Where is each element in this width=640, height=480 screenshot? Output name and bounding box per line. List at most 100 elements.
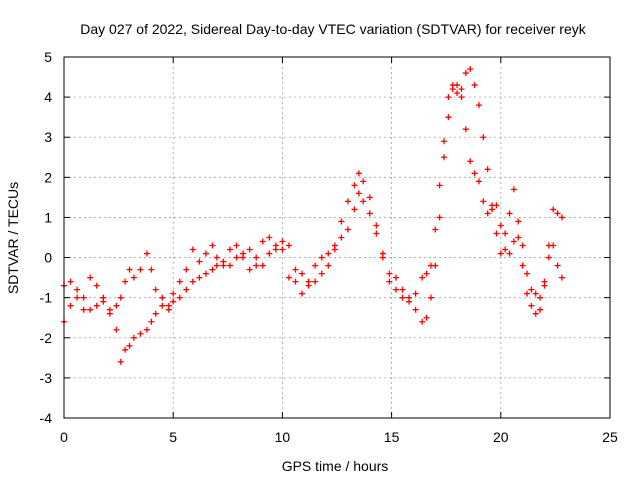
data-point [299, 290, 306, 297]
chart-title: Day 027 of 2022, Sidereal Day-to-day VTE… [80, 21, 586, 37]
data-point [510, 238, 517, 245]
data-point [176, 278, 183, 285]
data-point [126, 266, 133, 273]
data-point [159, 294, 166, 301]
data-point [454, 90, 461, 97]
data-point [360, 198, 367, 205]
data-point [541, 282, 548, 289]
y-tick-label: -1 [40, 290, 53, 306]
x-tick-label: 5 [169, 429, 177, 445]
data-point [484, 166, 491, 173]
data-point [399, 294, 406, 301]
data-point [100, 294, 107, 301]
data-point [471, 170, 478, 177]
data-point [279, 238, 286, 245]
data-point [312, 262, 319, 269]
data-point [233, 242, 240, 249]
data-point [379, 254, 386, 261]
data-point [366, 194, 373, 201]
data-point [80, 306, 87, 313]
data-point [299, 270, 306, 277]
y-tick-label: -3 [40, 370, 53, 386]
data-point [126, 342, 133, 349]
data-point [386, 270, 393, 277]
data-point [445, 114, 452, 121]
data-point [209, 266, 216, 273]
data-point [449, 82, 456, 89]
data-point [458, 94, 465, 101]
data-point [423, 270, 430, 277]
data-point [259, 238, 266, 245]
data-point [165, 302, 172, 309]
data-point [67, 278, 74, 285]
data-point [441, 138, 448, 145]
y-tick-label: -4 [40, 410, 53, 426]
data-point [537, 294, 544, 301]
data-point [285, 274, 292, 281]
data-point [183, 286, 190, 293]
data-point [532, 290, 539, 297]
data-point [554, 210, 561, 217]
data-point [292, 278, 299, 285]
data-point [74, 294, 81, 301]
plot-frame [63, 56, 611, 419]
data-point [419, 274, 426, 281]
data-point [558, 274, 565, 281]
data-point [202, 270, 209, 277]
data-point [558, 214, 565, 221]
data-point [497, 250, 504, 257]
data-point [318, 270, 325, 277]
data-point [550, 242, 557, 249]
data-point [355, 170, 362, 177]
data-point [117, 358, 124, 365]
data-point [148, 266, 155, 273]
data-point [240, 254, 247, 261]
data-point [406, 294, 413, 301]
data-point [515, 234, 522, 241]
x-tick-label: 0 [60, 429, 68, 445]
data-point [246, 246, 253, 253]
data-point [130, 274, 137, 281]
data-point [253, 262, 260, 269]
data-point [524, 270, 531, 277]
data-point [545, 254, 552, 261]
data-point [502, 246, 509, 253]
data-point [189, 246, 196, 253]
data-point [419, 318, 426, 325]
data-point [130, 334, 137, 341]
data-point [506, 210, 513, 217]
data-point [537, 306, 544, 313]
data-point [152, 286, 159, 293]
data-point [266, 250, 273, 257]
data-point [196, 258, 203, 265]
data-point [515, 218, 522, 225]
data-point [497, 222, 504, 229]
data-point [528, 286, 535, 293]
data-point [80, 294, 87, 301]
data-point [246, 266, 253, 273]
data-point [351, 182, 358, 189]
data-point [532, 310, 539, 317]
data-point [480, 134, 487, 141]
data-point [272, 246, 279, 253]
data-point [170, 298, 177, 305]
data-point [344, 198, 351, 205]
x-tick-label: 10 [275, 429, 291, 445]
data-point [113, 326, 120, 333]
data-point [360, 178, 367, 185]
data-point [226, 246, 233, 253]
data-point [432, 226, 439, 233]
data-point [436, 182, 443, 189]
data-point [285, 242, 292, 249]
series-reyk-a [61, 82, 565, 365]
data-point [292, 266, 299, 273]
data-point [189, 278, 196, 285]
data-point [226, 262, 233, 269]
series-reyk-b [61, 66, 565, 317]
y-tick-label: 3 [44, 129, 52, 145]
data-point [344, 226, 351, 233]
data-point [143, 326, 150, 333]
data-point [373, 222, 380, 229]
data-point [471, 82, 478, 89]
